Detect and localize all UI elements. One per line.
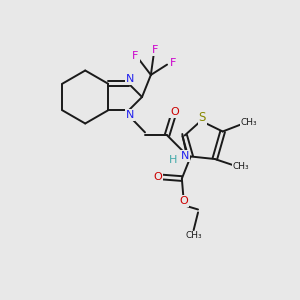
Text: N: N <box>126 110 134 120</box>
Text: N: N <box>181 151 189 161</box>
Text: CH₃: CH₃ <box>185 232 202 241</box>
Text: F: F <box>152 45 158 55</box>
Text: F: F <box>170 58 176 68</box>
Text: N: N <box>126 74 134 84</box>
Text: O: O <box>170 107 179 117</box>
Text: CH₃: CH₃ <box>232 162 249 171</box>
Text: O: O <box>179 196 188 206</box>
Text: F: F <box>132 51 139 61</box>
Text: S: S <box>199 111 206 124</box>
Text: CH₃: CH₃ <box>241 118 257 127</box>
Text: O: O <box>153 172 162 182</box>
Text: H: H <box>169 155 177 165</box>
